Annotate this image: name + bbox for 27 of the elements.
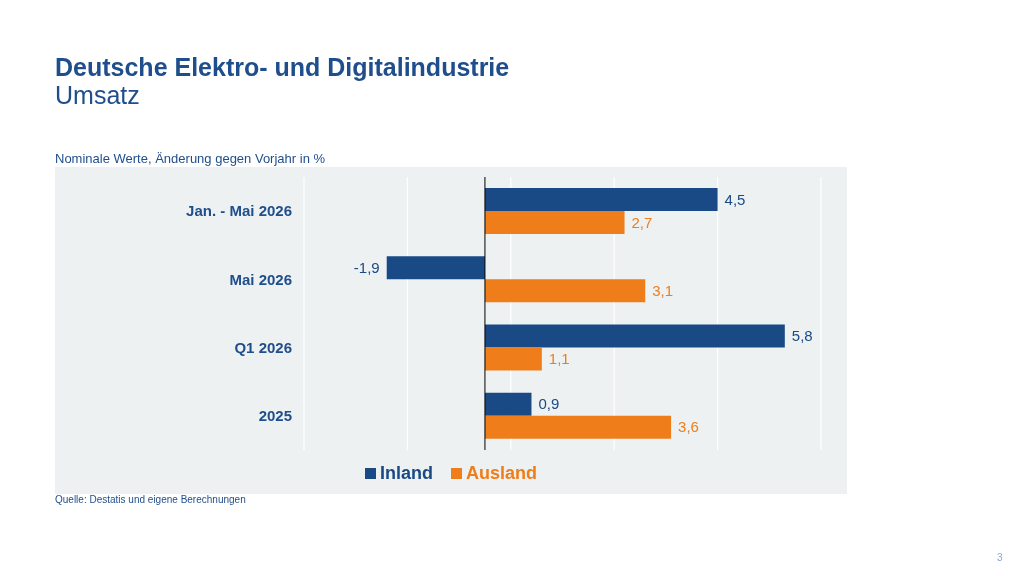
- y-tick-label: Mai 2026: [229, 270, 292, 288]
- data-label: 4,5: [724, 190, 746, 208]
- bar: [386, 256, 485, 280]
- bar: [484, 210, 625, 234]
- text: Umsatz: [55, 81, 140, 109]
- data-label: 3,6: [678, 418, 699, 436]
- bar: [484, 279, 646, 303]
- legend-label: Ausland: [465, 463, 537, 483]
- data-label: -1,9: [353, 258, 380, 276]
- bar: [484, 392, 532, 416]
- y-tick-label: Jan. - Mai 2026: [186, 202, 292, 220]
- data-label: 2,7: [631, 213, 653, 231]
- legend-label: Inland: [379, 463, 433, 483]
- y-tick-label: Q1 2026: [234, 338, 292, 356]
- chart-title: Deutsche Elektro- und Digitalindustrie: [55, 53, 510, 81]
- data-label: 1,1: [548, 350, 570, 368]
- data-label: 0,9: [538, 395, 560, 413]
- source-note: Quelle: Destatis und eigene Berechnungen: [55, 494, 246, 505]
- text: Nominale Werte, Änderung gegen Vorjahr in %: [55, 151, 326, 166]
- bar: [484, 324, 785, 348]
- data-label: 5,8: [791, 327, 813, 345]
- bar: [484, 347, 542, 371]
- data-label: 3,1: [652, 281, 674, 299]
- y-tick-label: 2025: [258, 407, 292, 425]
- bar: [484, 415, 672, 439]
- bar: [484, 187, 718, 211]
- text: 3: [997, 552, 1003, 563]
